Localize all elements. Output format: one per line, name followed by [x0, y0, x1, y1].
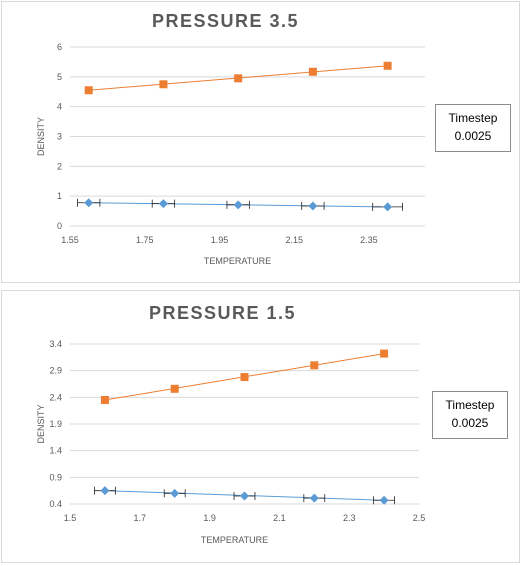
y-tick-label: 3.4 [49, 339, 62, 349]
x-tick-label: 1.9 [203, 513, 216, 523]
data-point-square [308, 67, 317, 76]
y-tick-label: 0.4 [49, 499, 62, 509]
chart-svg-pressure-3-5: PRESSURE 3.5 0 1 2 3 4 5 6 1.55 1.75 1.95 2.15 2.35 T… [36, 11, 425, 266]
y-tick-label: 0.9 [49, 472, 62, 482]
data-point-diamond [170, 488, 180, 498]
data-point-diamond [100, 486, 110, 496]
chart-title: PRESSURE 1.5 [149, 303, 296, 323]
x-tick-label: 2.5 [413, 513, 426, 523]
y-axis-label: DENSITY [36, 117, 46, 156]
data-point-diamond [308, 201, 318, 211]
data-point-square [100, 396, 109, 404]
data-point-diamond [383, 202, 393, 212]
data-point-square [380, 349, 389, 358]
legend-box: Timestep 0.0025 [435, 104, 511, 152]
legend-box: Timestep 0.0025 [432, 391, 508, 439]
legend-title: Timestep [445, 398, 495, 412]
data-point-square [310, 361, 319, 370]
data-point-square [159, 80, 168, 89]
data-point-square [240, 373, 249, 382]
x-tick-label: 2.15 [285, 235, 303, 245]
data-point-square [234, 74, 243, 83]
chart-svg-pressure-1-5: PRESSURE 1.5 0.4 0.9 1.4 1.9 2.4 2.9 3.4 1.5 1.7 1… [36, 303, 426, 545]
y-tick-label: 1 [57, 191, 62, 201]
x-tick-label: 2.3 [343, 513, 356, 523]
y-tick-label: 2.4 [49, 392, 62, 402]
legend-title: Timestep [448, 111, 498, 125]
y-tick-label: 1.4 [49, 446, 62, 456]
chart-panel-pressure-3-5: PRESSURE 3.5 0 1 2 3 4 5 6 1.55 1.75 1.95 2.15 2.35 T… [1, 1, 520, 283]
data-point-diamond [240, 491, 249, 501]
data-point-square [383, 61, 392, 70]
y-tick-label: 6 [57, 42, 62, 52]
data-point-square [84, 86, 93, 95]
y-tick-label: 0 [57, 221, 62, 231]
data-point-diamond [158, 199, 168, 209]
legend-value: 0.0025 [454, 129, 492, 143]
x-tick-label: 1.7 [134, 513, 147, 523]
x-tick-label: 2.35 [360, 235, 378, 245]
legend-value: 0.0025 [451, 416, 489, 430]
y-tick-label: 4 [57, 102, 62, 112]
y-tick-label: 5 [57, 72, 62, 82]
chart-panel-pressure-1-5: PRESSURE 1.5 0.4 0.9 1.4 1.9 2.4 2.9 3.4 1.5 1.7 1… [1, 290, 520, 563]
x-tick-label: 1.95 [211, 235, 229, 245]
y-axis-label: DENSITY [36, 404, 46, 443]
x-axis-label: TEMPERATURE [204, 256, 271, 266]
y-tick-label: 3 [57, 132, 62, 142]
data-point-diamond [233, 200, 243, 210]
data-point-diamond [379, 495, 389, 505]
x-tick-label: 2.1 [273, 513, 286, 523]
x-tick-label: 1.5 [64, 513, 77, 523]
chart-title: PRESSURE 3.5 [152, 11, 299, 31]
x-axis-label: TEMPERATURE [201, 535, 268, 545]
y-tick-label: 2.9 [49, 366, 62, 376]
x-tick-label: 1.75 [136, 235, 154, 245]
data-point-diamond [84, 198, 94, 208]
data-point-square [170, 384, 179, 393]
x-tick-label: 1.55 [61, 235, 79, 245]
y-tick-label: 2 [57, 161, 62, 171]
y-tick-label: 1.9 [49, 419, 62, 429]
data-point-diamond [309, 493, 319, 503]
